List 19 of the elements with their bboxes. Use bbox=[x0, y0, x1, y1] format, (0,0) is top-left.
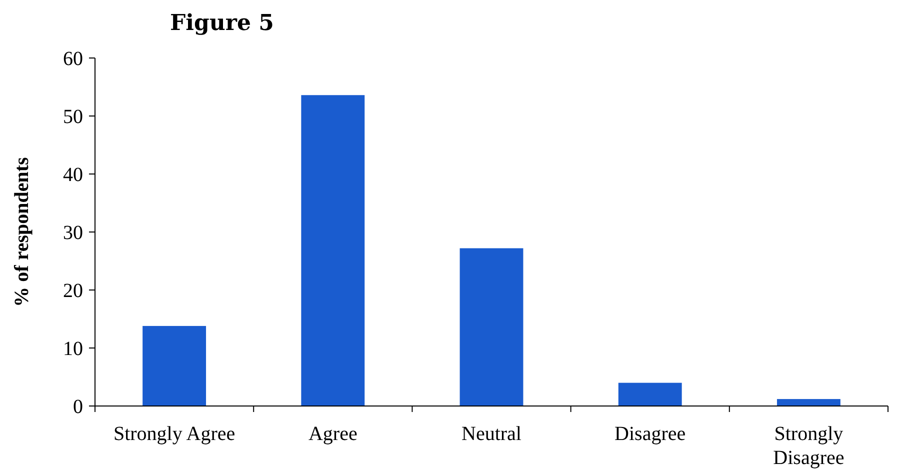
bar bbox=[776, 399, 840, 406]
y-axis-title: % of respondents bbox=[11, 156, 33, 307]
x-tick-label: Strongly Agree bbox=[113, 423, 236, 445]
y-tick-label: 10 bbox=[63, 338, 83, 360]
x-tick-label: Disagree bbox=[614, 423, 686, 445]
y-tick-label: 0 bbox=[73, 396, 83, 418]
x-tick-label: Neutral bbox=[462, 423, 522, 445]
y-tick-label: 20 bbox=[63, 280, 83, 302]
x-tick-label: Agree bbox=[308, 423, 358, 445]
bar bbox=[142, 326, 206, 406]
y-tick-label: 60 bbox=[63, 48, 83, 70]
y-tick-label: 50 bbox=[63, 106, 83, 128]
bar bbox=[301, 95, 365, 406]
chart-title: Figure 5 bbox=[170, 10, 274, 36]
bar bbox=[618, 382, 682, 406]
x-tick-label: Strongly Disagree bbox=[773, 423, 844, 469]
bar bbox=[460, 248, 524, 406]
y-tick-label: 40 bbox=[63, 164, 83, 186]
y-tick-label: 30 bbox=[63, 222, 83, 244]
